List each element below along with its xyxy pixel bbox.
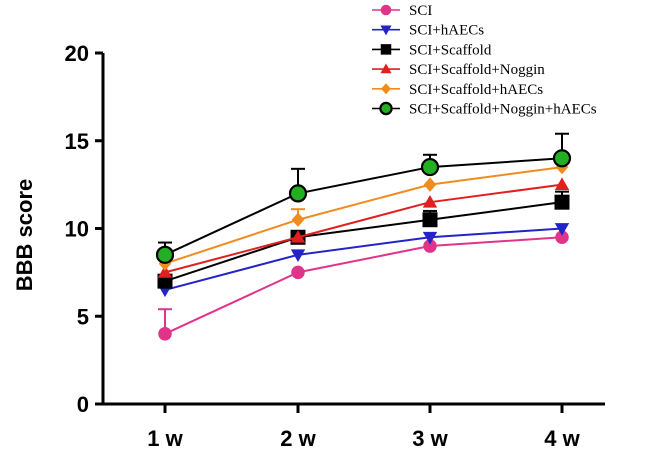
series-line <box>164 166 563 265</box>
data-point <box>423 177 437 192</box>
series-line <box>164 201 563 283</box>
legend-item: SCI+Scaffold+Noggin <box>372 62 545 78</box>
y-tick-label: 0 <box>77 392 89 417</box>
data-point <box>420 157 440 177</box>
data-point <box>422 194 438 208</box>
data-point <box>291 212 305 227</box>
data-point <box>423 239 437 253</box>
legend-marker <box>380 25 392 36</box>
y-tick-label: 20 <box>65 41 89 66</box>
y-tick-label: 15 <box>65 129 89 154</box>
series-line <box>164 157 563 256</box>
data-point <box>158 327 172 341</box>
data-point <box>291 265 305 280</box>
data-point <box>552 149 572 168</box>
data-point <box>554 223 570 236</box>
y-tick-label: 10 <box>65 217 89 242</box>
series-sci-scaffold-noggin <box>157 177 570 278</box>
data-point <box>422 231 438 245</box>
x-tick-label: 4 w <box>544 426 580 449</box>
series-sci <box>158 230 569 341</box>
data-point <box>555 230 569 245</box>
legend-label: SCI+Scaffold+Noggin <box>409 62 545 78</box>
legend-item: SCI+hAECs <box>372 23 484 39</box>
legend-label: SCI+Scaffold+hAECs <box>409 82 543 98</box>
legend-marker <box>381 83 391 95</box>
legend-label: SCI+Scaffold+Noggin+hAECs <box>409 102 597 118</box>
series-layer <box>155 132 572 341</box>
y-tick-label: 5 <box>77 304 89 329</box>
data-point <box>422 212 438 228</box>
series-sci-scaffold-haecs <box>158 159 569 271</box>
legend-item: SCI+Scaffold+hAECs <box>372 82 543 98</box>
data-point <box>290 249 306 263</box>
legend-marker <box>380 44 392 55</box>
series-line <box>164 183 563 274</box>
data-point <box>288 184 308 203</box>
legend-marker <box>380 63 392 74</box>
legend-label: SCI+Scaffold <box>409 42 492 58</box>
data-point <box>554 177 570 191</box>
legend-marker <box>380 4 392 16</box>
data-point <box>157 265 173 278</box>
x-tick-label: 3 w <box>412 426 448 449</box>
x-tick-label: 2 w <box>280 426 316 449</box>
series-line <box>164 236 563 335</box>
legend-item: SCI+Scaffold+Noggin+hAECs <box>372 102 597 118</box>
axes: 0 5 10 15 20 1 w 2 w 3 w 4 w <box>65 41 605 449</box>
legend-label: SCI+hAECs <box>409 23 484 39</box>
legend-item: SCI+Scaffold <box>372 42 492 58</box>
series-line <box>164 227 563 291</box>
data-point <box>554 194 570 210</box>
legend: SCI SCI+hAECs SCI+Scaffold SCI+Scaffold+Nog… <box>372 3 597 118</box>
legend-marker <box>379 101 393 116</box>
x-tick-label: 1 w <box>147 426 183 449</box>
series-sci-scaffold-noggin-haecs <box>155 132 572 264</box>
y-axis-title: BBB score <box>12 179 37 291</box>
data-point <box>290 230 306 243</box>
data-point <box>155 245 175 264</box>
legend-label: SCI <box>409 3 432 19</box>
legend-item: SCI <box>372 3 432 19</box>
